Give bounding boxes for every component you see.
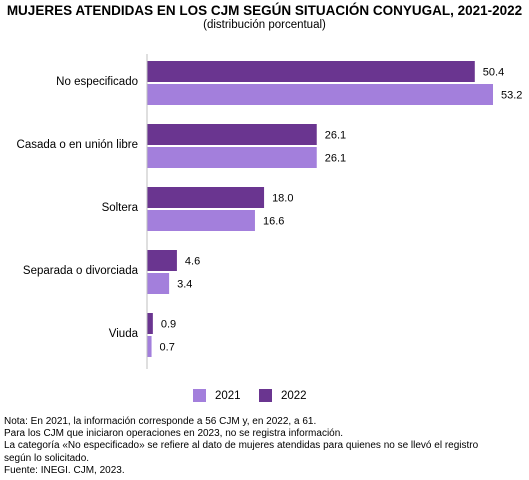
- bar-2022: [147, 313, 153, 334]
- value-label-2022: 50.4: [483, 67, 504, 79]
- chart-subtitle: (distribución porcentual): [203, 19, 326, 31]
- legend-item-2021: 2021: [193, 389, 241, 402]
- legend-swatch-2021: [193, 389, 206, 402]
- bar-2021: [147, 273, 170, 294]
- note-line: Para los CJM que iniciaron operaciones e…: [4, 428, 344, 440]
- value-label-2022: 26.1: [325, 130, 346, 142]
- legend-label-2021: 2021: [215, 389, 241, 402]
- note-line: La categoría «No especificado» se refier…: [4, 440, 479, 452]
- bar-2022: [147, 124, 317, 145]
- bar-2021: [147, 84, 493, 105]
- category-label: Separada o divorciada: [23, 265, 139, 277]
- chart-legend: 2021 2022: [0, 389, 529, 409]
- value-label-2021: 0.7: [160, 342, 175, 354]
- bar-2021: [147, 336, 152, 357]
- value-label-2021: 26.1: [325, 153, 346, 165]
- legend-swatch-2022: [259, 389, 272, 402]
- value-label-2022: 18.0: [272, 193, 293, 205]
- value-label-2021: 3.4: [177, 279, 192, 291]
- category-label: Casada o en unión libre: [17, 139, 138, 151]
- bar-2021: [147, 210, 255, 231]
- bar-2021: [147, 147, 317, 168]
- bar-chart: No especificado 50.4 53.2 Casada o en unión…: [17, 54, 522, 369]
- source-line: Fuente: INEGI. CJM, 2023.: [4, 464, 125, 476]
- bar-2022: [147, 187, 265, 208]
- note-line: Nota: En 2021, la información correspond…: [4, 416, 317, 427]
- value-label-2021: 16.6: [263, 216, 284, 228]
- chart-title: MUJERES ATENDIDAS EN LOS CJM SEGÚN SITUA…: [6, 3, 523, 18]
- legend-item-2022: 2022: [259, 389, 307, 402]
- bar-2022: [147, 61, 475, 82]
- chart-notes: Nota: En 2021, la información correspond…: [4, 416, 526, 477]
- category-label: Soltera: [102, 202, 139, 214]
- category-label: No especificado: [56, 76, 138, 88]
- value-label-2021: 53.2: [501, 90, 522, 102]
- value-label-2022: 0.9: [161, 319, 176, 331]
- value-label-2022: 4.6: [185, 256, 200, 268]
- note-line: según lo solicitado.: [4, 452, 90, 464]
- bar-2022: [147, 250, 177, 271]
- category-label: Viuda: [109, 328, 139, 340]
- legend-label-2022: 2022: [281, 389, 307, 402]
